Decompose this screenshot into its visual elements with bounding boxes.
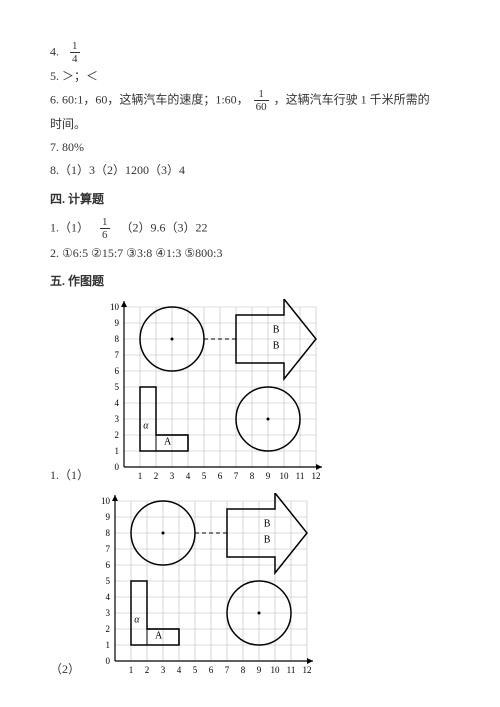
svg-text:2: 2	[145, 665, 150, 675]
c1-b: （2）9.6（3）22	[121, 221, 208, 235]
q4-den: 4	[70, 53, 80, 65]
svg-text:5: 5	[106, 576, 111, 586]
grid-figure-2: 123456789101112012345678910ABBα	[87, 493, 317, 681]
answer-6-line2: 时间。	[50, 113, 450, 136]
svg-text:2: 2	[106, 624, 111, 634]
svg-text:1: 1	[138, 471, 143, 481]
svg-text:7: 7	[225, 665, 230, 675]
c1-num: 1	[100, 216, 110, 229]
figure-2-row: （2） 123456789101112012345678910ABBα	[50, 493, 450, 681]
svg-text:3: 3	[115, 414, 120, 424]
svg-text:5: 5	[115, 382, 120, 392]
svg-text:6: 6	[209, 665, 214, 675]
svg-text:6: 6	[115, 366, 120, 376]
q6-b: ，这辆汽车行驶 1 千米所需的	[274, 92, 430, 106]
svg-text:B: B	[273, 325, 280, 336]
svg-text:1: 1	[129, 665, 134, 675]
svg-text:4: 4	[186, 471, 191, 481]
calc-1: 1.（1） 1 6 （2）9.6（3）22	[50, 216, 450, 241]
svg-text:8: 8	[250, 471, 255, 481]
q4-prefix: 4.	[50, 44, 59, 58]
fig1-label: 1.（1）	[50, 464, 89, 487]
svg-text:10: 10	[110, 302, 120, 312]
svg-text:0: 0	[106, 656, 111, 666]
svg-text:α: α	[134, 615, 140, 626]
svg-text:10: 10	[280, 471, 290, 481]
svg-text:α: α	[143, 421, 149, 432]
svg-text:B: B	[264, 535, 271, 546]
q6-fraction: 1 60	[254, 88, 269, 113]
q6-den: 60	[254, 101, 269, 113]
c1-a: 1.（1）	[50, 221, 89, 235]
grid-figure-1: 123456789101112012345678910ABBα	[96, 299, 326, 487]
answer-6-line1: 6. 60:1，60，这辆汽车的速度；1:60， 1 60 ，这辆汽车行驶 1 …	[50, 88, 450, 113]
calc-2: 2. ①6:5 ②15:7 ③3:8 ④1:3 ⑤800:3	[50, 242, 450, 265]
q4-fraction: 1 4	[70, 40, 80, 65]
answer-4: 4. 1 4	[50, 40, 450, 65]
svg-text:11: 11	[287, 665, 296, 675]
svg-text:1: 1	[106, 640, 111, 650]
fig2-label: （2）	[50, 658, 80, 681]
q4-num: 1	[70, 40, 80, 53]
svg-text:12: 12	[303, 665, 312, 675]
svg-text:5: 5	[202, 471, 207, 481]
svg-text:7: 7	[115, 350, 120, 360]
svg-text:1: 1	[115, 446, 120, 456]
c1-den: 6	[100, 229, 110, 241]
svg-text:4: 4	[177, 665, 182, 675]
svg-text:3: 3	[170, 471, 175, 481]
section-4-title: 四. 计算题	[50, 188, 450, 211]
svg-text:7: 7	[106, 544, 111, 554]
svg-text:9: 9	[106, 512, 111, 522]
svg-text:10: 10	[101, 496, 111, 506]
svg-text:B: B	[273, 341, 280, 352]
svg-text:0: 0	[115, 462, 120, 472]
q6-a: 6. 60:1，60，这辆汽车的速度；1:60，	[50, 92, 249, 106]
svg-text:9: 9	[266, 471, 271, 481]
svg-text:6: 6	[218, 471, 223, 481]
svg-text:A: A	[155, 631, 163, 642]
svg-text:6: 6	[106, 560, 111, 570]
svg-text:10: 10	[271, 665, 281, 675]
answer-8: 8.（1）3（2）1200（3）4	[50, 159, 450, 182]
svg-text:B: B	[264, 519, 271, 530]
svg-text:11: 11	[296, 471, 305, 481]
answer-5: 5. ＞；＜	[50, 65, 450, 88]
answer-7: 7. 80%	[50, 136, 450, 159]
svg-text:3: 3	[106, 608, 111, 618]
svg-text:8: 8	[115, 334, 120, 344]
svg-text:4: 4	[106, 592, 111, 602]
svg-text:2: 2	[115, 430, 120, 440]
figure-1-row: 1.（1） 123456789101112012345678910ABBα	[50, 299, 450, 487]
svg-text:4: 4	[115, 398, 120, 408]
svg-text:5: 5	[193, 665, 198, 675]
q6-num: 1	[254, 88, 269, 101]
svg-text:9: 9	[115, 318, 120, 328]
svg-text:7: 7	[234, 471, 239, 481]
svg-text:8: 8	[106, 528, 111, 538]
c1-fraction: 1 6	[100, 216, 110, 241]
svg-text:9: 9	[257, 665, 262, 675]
section-5-title: 五. 作图题	[50, 270, 450, 293]
svg-text:3: 3	[161, 665, 166, 675]
svg-text:2: 2	[154, 471, 159, 481]
svg-text:A: A	[164, 437, 172, 448]
svg-text:8: 8	[241, 665, 246, 675]
svg-text:12: 12	[312, 471, 321, 481]
